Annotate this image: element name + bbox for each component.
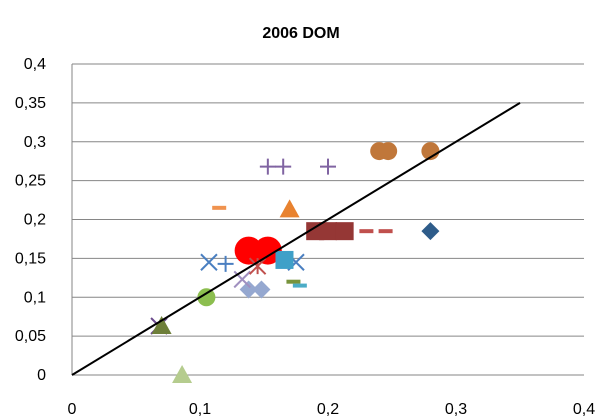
- data-point-triangle: [279, 199, 300, 218]
- x-tick-label: 0,1: [189, 401, 211, 418]
- data-point-square: [319, 222, 337, 241]
- y-tick-label: 0,05: [15, 328, 46, 345]
- x-tick-labels: 0 0,1 0,2 0,3 0,4: [68, 401, 596, 418]
- data-point-square: [335, 222, 354, 241]
- data-point-star: [248, 257, 267, 275]
- y-tick-labels: 0 0,05 0,1 0,15 0,2 0,25 0,3 0,35 0,4: [15, 56, 46, 384]
- data-point-circle-large: [234, 236, 263, 265]
- data-point-plus: [275, 158, 292, 175]
- data-point-plus: [259, 158, 276, 175]
- data-point-circle-large: [253, 236, 282, 265]
- reference-line-group: [71, 102, 521, 376]
- x-tick-label: 0,4: [573, 401, 595, 418]
- gridlines: [72, 63, 584, 337]
- x-tick-label: 0,2: [317, 401, 339, 418]
- reference-line: [71, 102, 521, 376]
- y-tick-label: 0,25: [15, 173, 46, 190]
- data-point-plus: [320, 158, 336, 175]
- data-points: [150, 142, 440, 383]
- data-point-circle: [379, 142, 398, 161]
- y-tick-label: 0,1: [24, 289, 46, 306]
- data-point-plus: [217, 255, 234, 272]
- data-point-square: [275, 250, 294, 269]
- data-point-triangle: [172, 365, 193, 383]
- data-point-diamond: [421, 222, 440, 241]
- data-point-circle: [197, 288, 216, 307]
- data-point-diamond: [252, 280, 271, 299]
- data-point-x: [200, 253, 218, 271]
- y-tick-label: 0,4: [24, 56, 46, 73]
- chart-title: 2006 DOM: [262, 25, 339, 42]
- x-tick-label: 0: [68, 401, 77, 418]
- y-tick-label: 0,2: [24, 212, 46, 229]
- y-tick-label: 0,3: [24, 134, 46, 151]
- y-tick-label: 0,15: [15, 250, 46, 267]
- data-point-triangle: [151, 316, 172, 335]
- y-tick-label: 0,35: [15, 95, 46, 112]
- data-point-x: [233, 270, 251, 289]
- axes: [71, 64, 584, 376]
- x-tick-label: 0,3: [445, 401, 467, 418]
- y-tick-label: 0: [37, 367, 46, 384]
- data-point-diamond: [239, 280, 258, 299]
